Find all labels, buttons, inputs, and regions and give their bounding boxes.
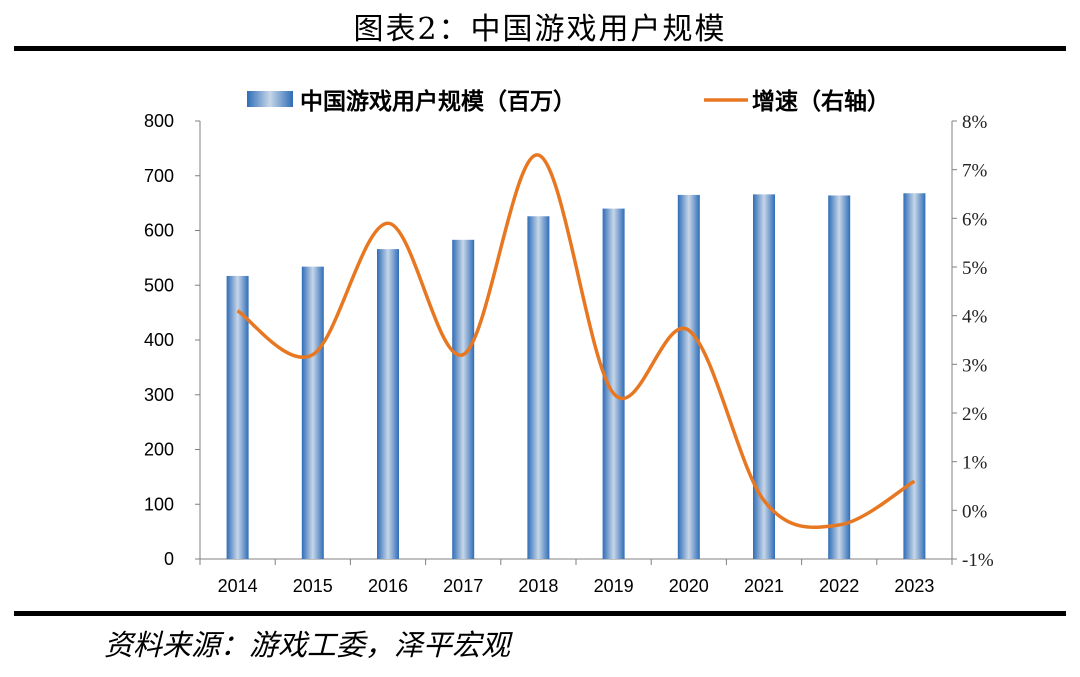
right-tick-label: 5% — [962, 258, 988, 279]
source-note: 资料来源：游戏工委，泽平宏观 — [104, 628, 511, 662]
bar-series — [226, 193, 926, 560]
legend-line-label: 增速（右轴） — [752, 88, 890, 115]
bar — [828, 195, 851, 559]
growth-line-series — [236, 153, 916, 529]
bar — [753, 194, 775, 560]
legend-bar-label: 中国游戏用户规模（百万） — [300, 88, 576, 115]
bar — [527, 216, 550, 559]
right-tick-label: 3% — [962, 355, 988, 376]
bar — [301, 266, 324, 559]
axes: 0 100 200 300 400 500 600 700 800 -1% 0% 1% 2% 3% 4% 5%… — [144, 111, 994, 596]
x-tick-label: 2023 — [894, 576, 934, 596]
x-tick-label: 2014 — [218, 576, 258, 596]
growth-line — [236, 153, 916, 529]
top-rule — [14, 46, 1066, 51]
figure-title: 图表2：中国游戏用户规模 — [353, 12, 727, 47]
right-tick-label: -1% — [962, 550, 994, 571]
left-tick-label: 800 — [144, 111, 174, 131]
bar — [377, 249, 399, 560]
x-tick-label: 2015 — [293, 576, 333, 596]
left-tick-label: 400 — [144, 330, 174, 350]
x-tick-label: 2017 — [443, 576, 483, 596]
right-tick-label: 2% — [962, 404, 988, 425]
bar — [226, 275, 249, 559]
right-tick-label: 8% — [962, 112, 988, 133]
left-tick-label: 100 — [144, 494, 174, 514]
x-tick-label: 2022 — [819, 576, 859, 596]
bar — [452, 239, 475, 559]
left-tick-label: 300 — [144, 385, 174, 405]
left-tick-label: 600 — [144, 221, 174, 241]
legend-bar-swatch — [247, 91, 293, 107]
x-tick-label: 2018 — [518, 576, 558, 596]
x-tick-label: 2021 — [744, 576, 784, 596]
right-tick-label: 6% — [962, 209, 988, 230]
left-tick-label: 700 — [144, 166, 174, 186]
left-tick-label: 0 — [164, 549, 174, 569]
x-tick-label: 2020 — [669, 576, 709, 596]
left-tick-label: 500 — [144, 275, 174, 295]
bar — [677, 194, 700, 559]
right-tick-label: 0% — [962, 501, 988, 522]
x-tick-label: 2019 — [594, 576, 634, 596]
right-tick-label: 4% — [962, 307, 988, 328]
bar — [602, 208, 625, 559]
bar — [903, 193, 926, 559]
right-tick-label: 1% — [962, 453, 988, 474]
x-tick-label: 2016 — [368, 576, 408, 596]
bottom-rule — [14, 611, 1066, 616]
left-tick-label: 200 — [144, 440, 174, 460]
right-tick-label: 7% — [962, 161, 988, 182]
legend: 中国游戏用户规模（百万） 增速（右轴） — [247, 88, 890, 115]
